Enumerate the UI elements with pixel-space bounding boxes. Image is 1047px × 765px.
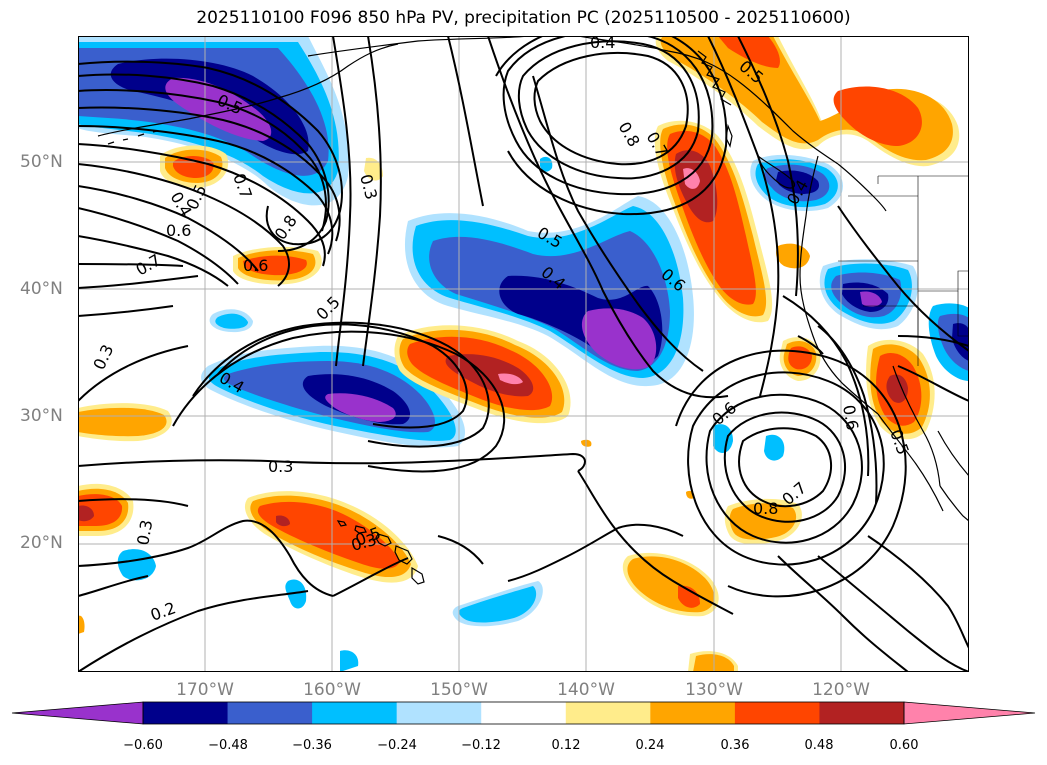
contour-label: 0.6 <box>243 256 268 275</box>
colorbar <box>11 701 1036 725</box>
colorbar-tick: −0.60 <box>123 738 163 753</box>
lon-label: 170°W <box>176 680 234 700</box>
negative-pv-shading <box>78 36 969 672</box>
colorbar-extend-high <box>904 702 1035 724</box>
pv-contours <box>78 36 969 672</box>
contour-label: 0.4 <box>590 36 615 52</box>
colorbar-tick: 0.48 <box>804 738 834 753</box>
colorbar-tick: −0.24 <box>377 738 417 753</box>
lat-label: 20°N <box>20 533 63 553</box>
colorbar-segment <box>565 702 651 724</box>
colorbar-tick: 0.12 <box>551 738 581 753</box>
colorbar-segment <box>396 702 482 724</box>
colorbar-segment <box>650 702 736 724</box>
colorbar-tick: 0.36 <box>720 738 750 753</box>
political-borders <box>838 175 969 366</box>
colorbar-segment <box>227 702 313 724</box>
colorbar-segment <box>734 702 820 724</box>
colorbar-segment <box>143 702 229 724</box>
contour-label: 0.3 <box>268 457 293 476</box>
map-panel: 0.5 0.4 0.5 0.7 0.8 0.6 0.7 0.3 0.6 0.5 … <box>78 36 969 672</box>
lon-label: 160°W <box>303 680 361 700</box>
contour-labels: 0.5 0.4 0.5 0.7 0.8 0.6 0.7 0.3 0.6 0.5 … <box>89 36 912 625</box>
colorbar-tick: −0.36 <box>292 738 332 753</box>
colorbar-segment <box>481 702 567 724</box>
lat-label: 40°N <box>20 279 63 299</box>
lat-label: 30°N <box>20 406 63 426</box>
contour-label: 0.6 <box>166 221 191 240</box>
lon-label: 120°W <box>812 680 870 700</box>
contour-label: 0.8 <box>753 499 778 518</box>
map-frame <box>78 36 969 672</box>
colorbar-extend-low <box>12 702 143 724</box>
colorbar-segment <box>312 702 398 724</box>
lat-label: 50°N <box>20 152 63 172</box>
colorbar-tick: 0.60 <box>889 738 919 753</box>
lon-label: 140°W <box>557 680 615 700</box>
colorbar-segment <box>819 702 905 724</box>
lon-label: 130°W <box>685 680 743 700</box>
contour-label: 0.3 <box>133 518 156 546</box>
colorbar-tick: −0.12 <box>461 738 501 753</box>
colorbar-tick: −0.48 <box>208 738 248 753</box>
colorbar-tick: 0.24 <box>635 738 665 753</box>
chart-title: 2025110100 F096 850 hPa PV, precipitatio… <box>196 8 851 28</box>
contour-label: 0.6 <box>839 403 862 431</box>
lon-label: 150°W <box>430 680 488 700</box>
